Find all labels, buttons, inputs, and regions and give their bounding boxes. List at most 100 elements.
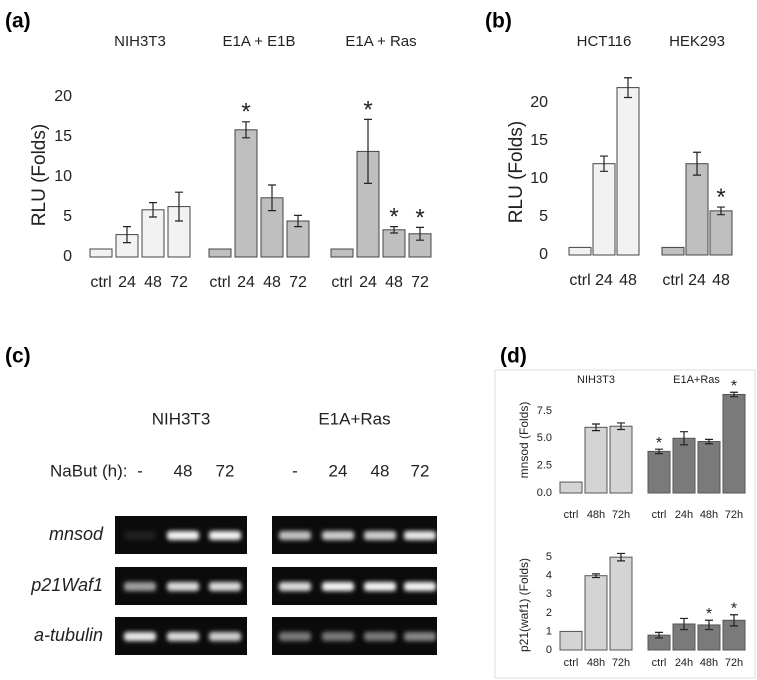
x-tick-label: 72h [725, 657, 743, 669]
bar [208, 248, 232, 258]
x-tick-label: 72h [725, 509, 743, 521]
error-bar [680, 431, 688, 446]
y-tick-label: 5.0 [537, 432, 552, 444]
error-bar [693, 151, 701, 176]
x-tick-label: 48 [144, 274, 162, 291]
gel [115, 516, 437, 655]
bar [382, 229, 406, 258]
gel-band [279, 632, 311, 641]
bar [584, 426, 608, 494]
error-bar [717, 206, 725, 216]
lane-label: 48 [174, 461, 193, 480]
significance-mark: * [415, 204, 424, 231]
gel-band [167, 632, 199, 641]
gel-band [279, 582, 311, 591]
significance-mark: * [656, 435, 662, 452]
significance-mark: * [716, 184, 725, 211]
y-tick-label: 5 [546, 551, 552, 563]
bar [234, 129, 258, 258]
panel-frame [494, 369, 756, 679]
group-label: NIH3T3 [577, 374, 615, 386]
y-tick-label: 15 [54, 128, 72, 145]
gel-band [209, 632, 241, 641]
lane-label: - [292, 461, 298, 480]
bar [584, 575, 608, 651]
error-bar [624, 77, 632, 99]
x-tick-label: 24h [675, 657, 693, 669]
y-tick-label: 3 [546, 588, 552, 600]
gel-band [364, 531, 396, 540]
x-tick-label: 72 [411, 274, 429, 291]
group-label: E1A + E1B [223, 33, 296, 50]
error-bar [149, 202, 157, 218]
bar [592, 163, 616, 256]
error-bar [600, 155, 608, 172]
bar [568, 246, 592, 256]
y-tick-label: 10 [54, 168, 72, 185]
x-tick-label: ctrl [331, 274, 352, 291]
x-tick-label: 24 [359, 274, 377, 291]
error-bar [705, 438, 713, 445]
bar [559, 630, 583, 651]
x-tick-label: 48h [700, 657, 718, 669]
bar [616, 87, 640, 256]
error-bar [242, 121, 250, 139]
y-tick-label: 0 [63, 248, 72, 265]
significance-mark: * [731, 378, 737, 395]
error-bar [617, 422, 625, 431]
x-tick-label: 72 [170, 274, 188, 291]
group-label: E1A+Ras [318, 409, 390, 428]
x-tick-label: 48h [587, 509, 605, 521]
panel-label: (b) [485, 10, 512, 33]
significance-mark: * [731, 600, 737, 617]
gel-band [404, 531, 436, 540]
group-label: HCT116 [577, 33, 632, 50]
error-bar [416, 226, 424, 241]
y-tick-label: 0 [546, 644, 552, 656]
error-bar [617, 552, 625, 562]
error-bar [294, 214, 302, 228]
error-bar [592, 573, 600, 579]
bar [330, 248, 354, 258]
x-tick-label: 48 [619, 272, 637, 289]
error-bar [390, 226, 398, 234]
y-tick-label: 5 [539, 208, 548, 225]
y-tick-label: 20 [54, 88, 72, 105]
bar [89, 248, 113, 258]
y-axis-label: RLU (Folds) [29, 124, 50, 226]
y-axis-label: RLU (Folds) [506, 121, 527, 223]
gel-band [322, 531, 354, 540]
y-tick-label: 20 [530, 94, 548, 111]
lane-label: 48 [371, 461, 390, 480]
error-bar [655, 631, 663, 639]
lane-label: 72 [216, 461, 235, 480]
y-tick-label: 7.5 [537, 405, 552, 417]
x-tick-label: ctrl [569, 272, 590, 289]
y-tick-label: 2 [546, 607, 552, 619]
gel-band [167, 531, 199, 540]
error-bar [730, 391, 738, 398]
error-bar [655, 448, 663, 455]
error-bar [268, 184, 276, 212]
error-bar [123, 226, 131, 244]
gel-band [124, 531, 156, 540]
x-tick-label: ctrl [564, 509, 579, 521]
group-label: NIH3T3 [152, 409, 211, 428]
error-bar [680, 617, 688, 631]
gel-band [279, 531, 311, 540]
bar [697, 441, 721, 494]
y-tick-label: 0 [539, 246, 548, 263]
error-bar [175, 191, 183, 222]
gel-band [364, 582, 396, 591]
treatment-label: NaBut (h): [50, 461, 127, 480]
significance-mark: * [363, 96, 372, 123]
panel-label: (a) [5, 10, 31, 33]
group-label: HEK293 [669, 33, 725, 50]
x-tick-label: 48 [385, 274, 403, 291]
x-tick-label: ctrl [662, 272, 683, 289]
row-label: p21Waf1 [30, 575, 103, 595]
x-tick-label: 72h [612, 657, 630, 669]
x-tick-label: 24 [237, 274, 255, 291]
y-axis-label: p21(waf1) (Folds) [517, 558, 531, 652]
